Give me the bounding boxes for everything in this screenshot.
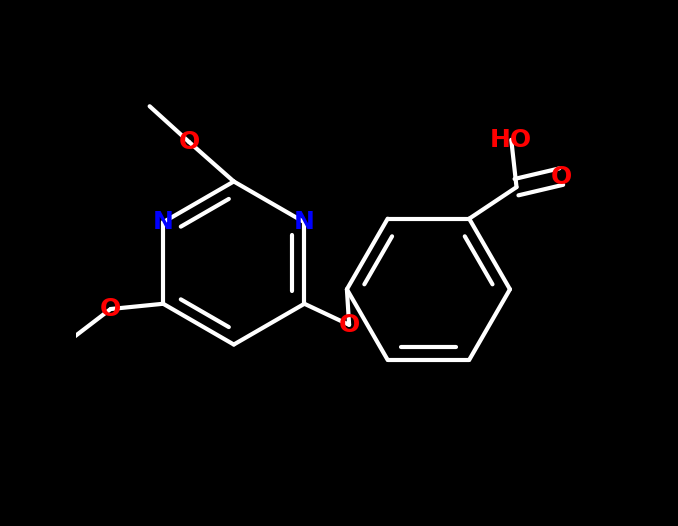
Text: O: O xyxy=(338,313,360,337)
Text: O: O xyxy=(178,130,200,154)
Text: O: O xyxy=(100,297,121,321)
Text: N: N xyxy=(294,210,315,234)
Text: N: N xyxy=(153,210,174,234)
Text: HO: HO xyxy=(490,128,532,152)
Text: O: O xyxy=(551,165,572,189)
